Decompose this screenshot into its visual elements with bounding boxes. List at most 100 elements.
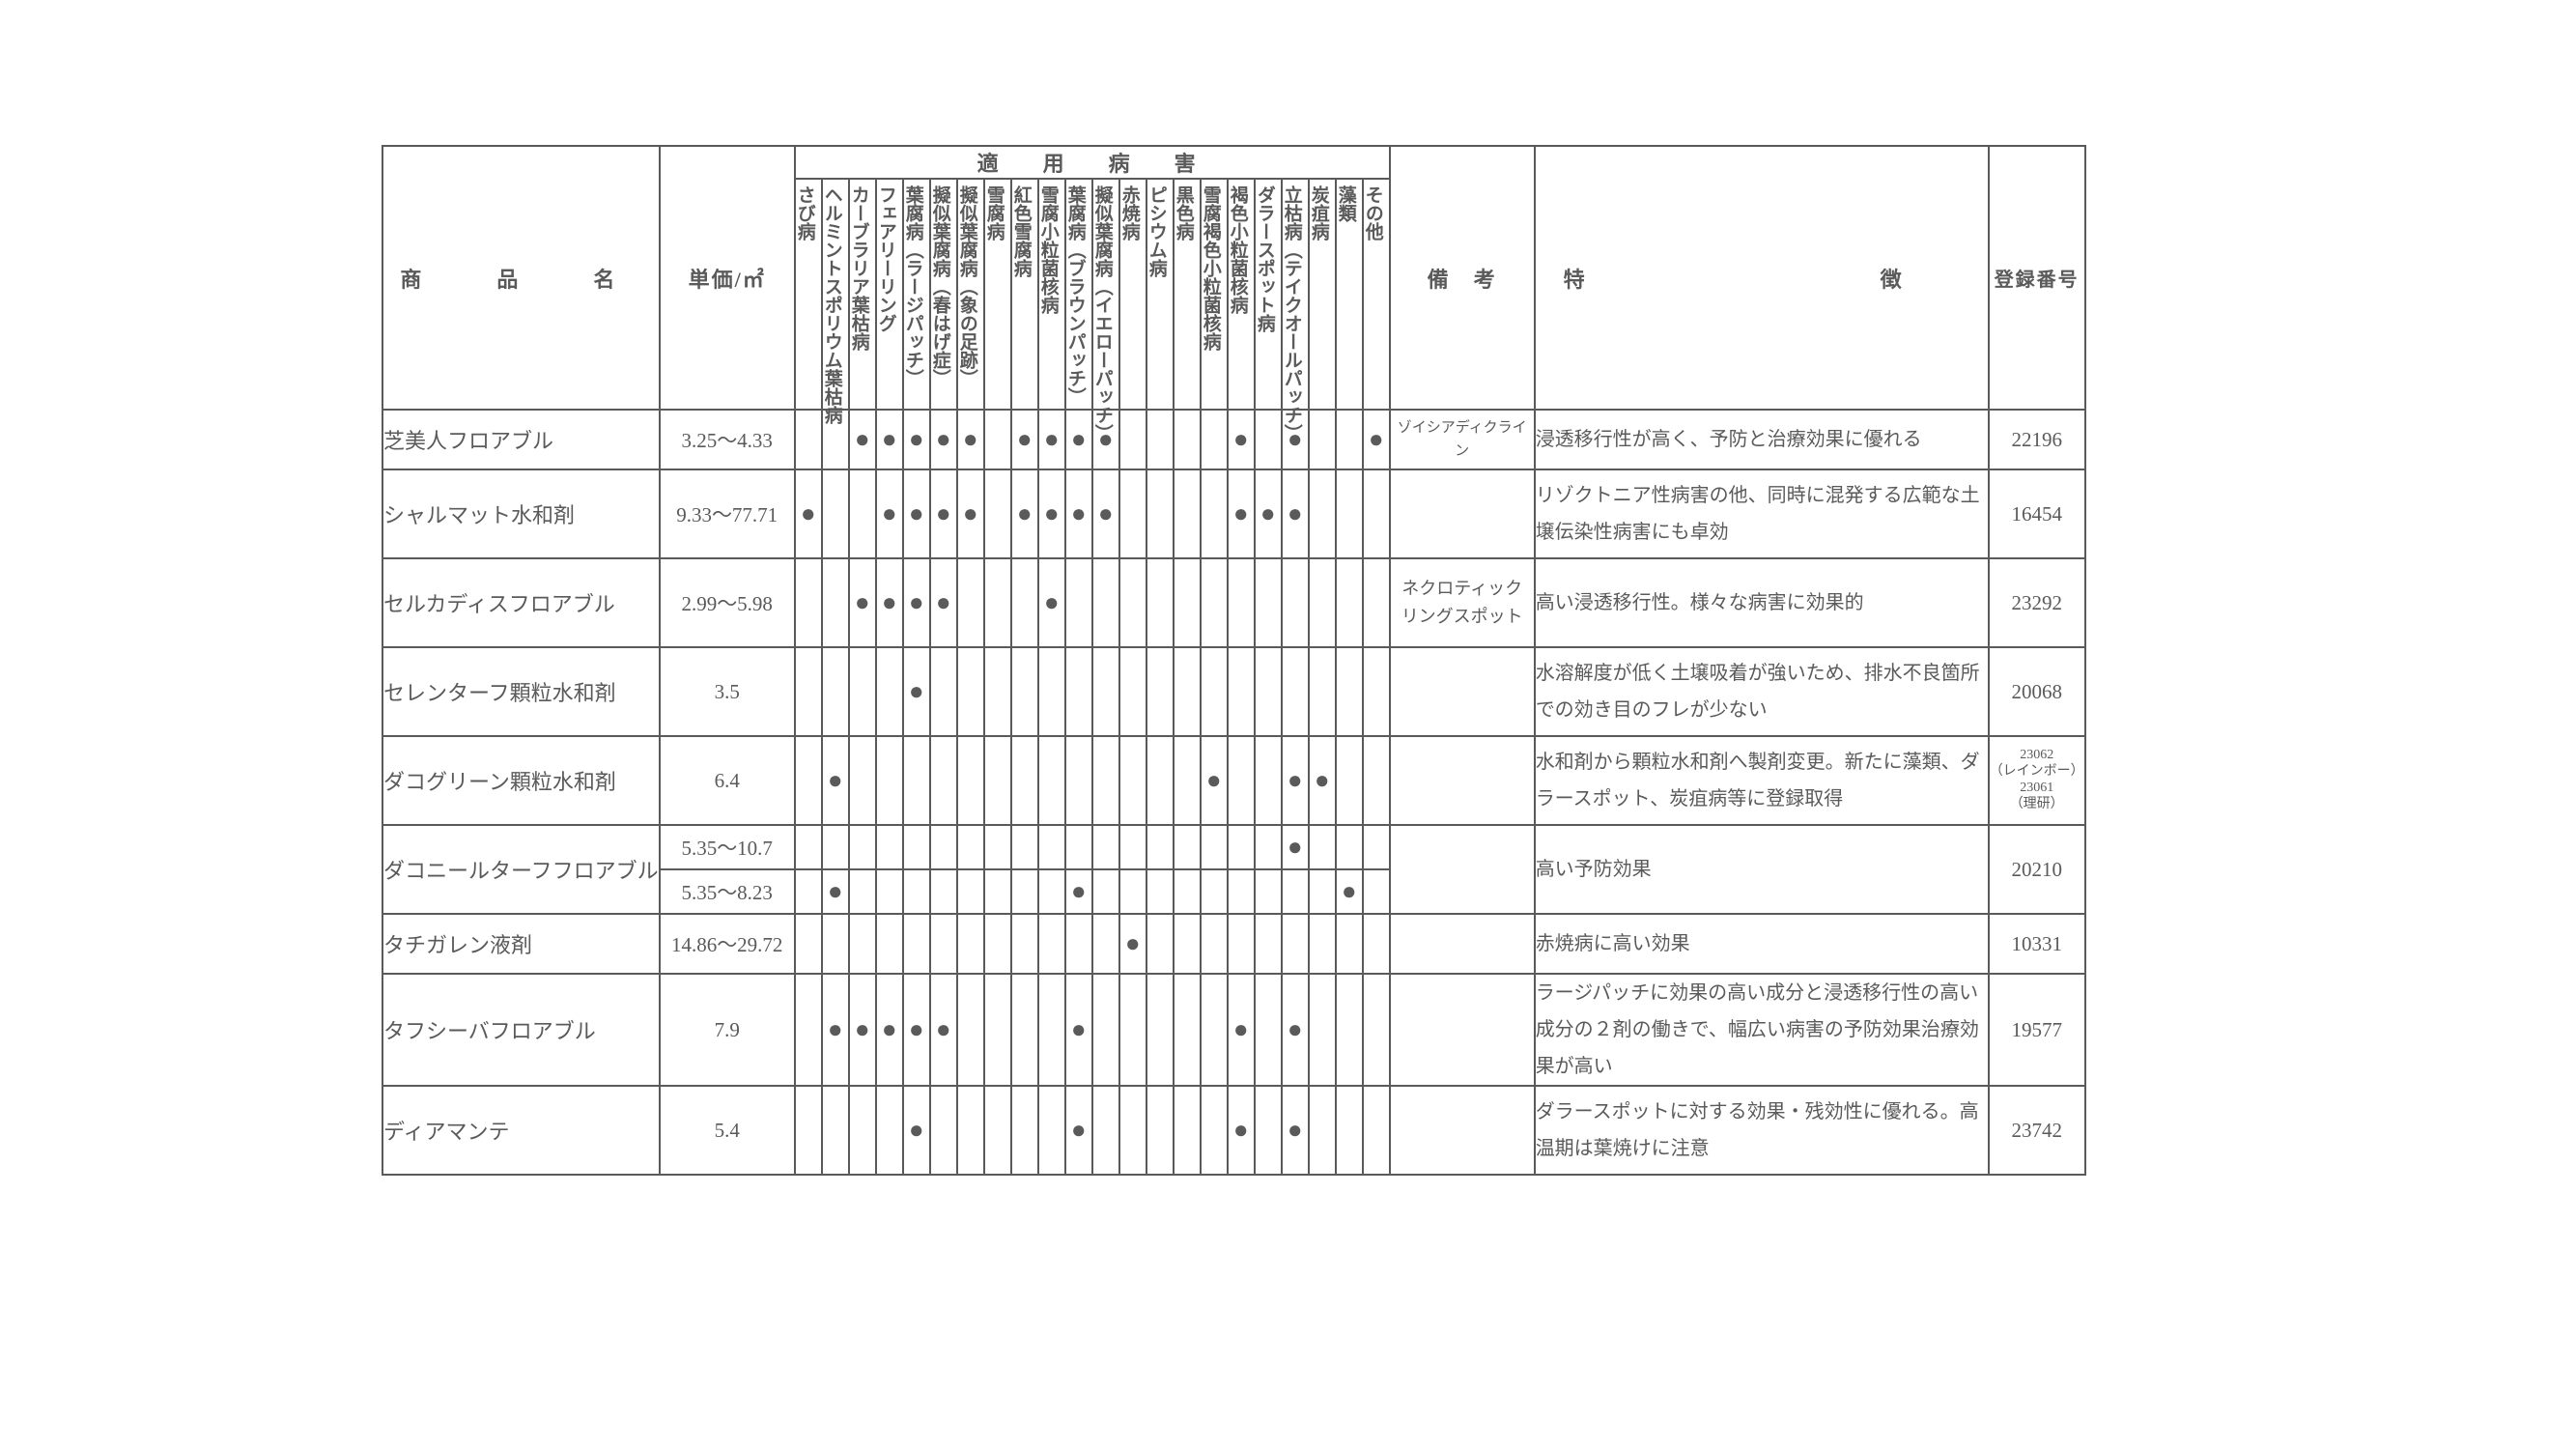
cell-dot: ● [1363,410,1390,469]
cell-dot [1309,1086,1336,1175]
cell-dot [849,825,876,869]
cell-dot [1363,869,1390,914]
cell-dot [1363,825,1390,869]
cell-feat: リゾクトニア性病害の他、同時に混発する広範な土壌伝染性病害にも卓効 [1535,469,1989,558]
cell-note: ネクロティックリングスポット [1390,558,1535,647]
cell-dot [849,469,876,558]
cell-dot: ● [849,410,876,469]
disease-col-7: 雪腐病 [984,179,1011,410]
cell-dot [1309,558,1336,647]
cell-dot: ● [903,469,930,558]
cell-reg: 22196 [1989,410,2085,469]
cell-dot [1255,647,1282,736]
cell-dot: ● [1228,469,1255,558]
cell-dot [1309,410,1336,469]
cell-dot [930,825,957,869]
cell-reg: 23742 [1989,1086,2085,1175]
disease-col-10: 葉腐病（ブラウンパッチ） [1065,179,1092,410]
cell-reg: 20210 [1989,825,2085,914]
cell-dot: ● [903,647,930,736]
cell-dot: ● [903,974,930,1086]
cell-dot [1336,825,1363,869]
cell-dot: ● [957,469,984,558]
cell-dot [876,914,903,974]
cell-dot: ● [1282,974,1309,1086]
cell-price: 5.4 [660,1086,795,1175]
cell-dot: ● [1011,469,1038,558]
cell-dot [1092,558,1119,647]
cell-dot [876,1086,903,1175]
cell-dot [1201,647,1228,736]
cell-dot [957,869,984,914]
cell-dot [903,736,930,825]
cell-note [1390,647,1535,736]
cell-dot [849,1086,876,1175]
cell-reg: 23062（レインボー）23061（理研） [1989,736,2085,825]
cell-dot: ● [1038,469,1065,558]
cell-dot [984,736,1011,825]
cell-dot [1336,736,1363,825]
cell-feat: 水溶解度が低く土壌吸着が強いため、排水不良箇所での効き目のフレが少ない [1535,647,1989,736]
cell-dot [1309,469,1336,558]
cell-dot [849,869,876,914]
cell-dot [1146,825,1174,869]
cell-dot [1255,1086,1282,1175]
cell-dot [876,869,903,914]
cell-dot [957,825,984,869]
cell-dot [1336,558,1363,647]
cell-name: セレンターフ顆粒水和剤 [382,647,660,736]
cell-dot [876,647,903,736]
cell-dot [1336,647,1363,736]
cell-dot [1038,869,1065,914]
cell-dot [1119,825,1146,869]
cell-dot: ● [1119,914,1146,974]
cell-dot [1011,558,1038,647]
cell-dot [1146,974,1174,1086]
cell-dot: ● [1092,469,1119,558]
disease-col-3: フェアリーリング [876,179,903,410]
cell-dot [903,914,930,974]
cell-dot [1038,647,1065,736]
cell-dot: ● [822,974,849,1086]
cell-dot: ● [1065,1086,1092,1175]
cell-name: タチガレン液剤 [382,914,660,974]
cell-dot [1174,736,1201,825]
cell-dot [957,1086,984,1175]
cell-dot [795,914,822,974]
cell-dot: ● [876,410,903,469]
cell-dot [930,1086,957,1175]
cell-dot [1309,914,1336,974]
cell-dot: ● [930,974,957,1086]
cell-dot [1119,647,1146,736]
cell-dot [1255,914,1282,974]
cell-dot [822,1086,849,1175]
cell-reg: 20068 [1989,647,2085,736]
cell-note [1390,1086,1535,1175]
cell-feat: ダラースポットに対する効果・残効性に優れる。高温期は葉焼けに注意 [1535,1086,1989,1175]
cell-note [1390,974,1535,1086]
disease-col-21: その他 [1363,179,1390,410]
cell-dot: ● [1228,1086,1255,1175]
cell-note [1390,469,1535,558]
cell-dot [1092,736,1119,825]
cell-dot [930,914,957,974]
cell-dot [1282,869,1309,914]
cell-dot [1146,869,1174,914]
table-row: ダコグリーン顆粒水和剤6.4●●●●水和剤から顆粒水和剤へ製剤変更。新たに藻類、… [382,736,2085,825]
cell-dot [1038,825,1065,869]
cell-dot [1146,914,1174,974]
cell-name: ダコグリーン顆粒水和剤 [382,736,660,825]
cell-dot: ● [876,974,903,1086]
cell-dot [822,558,849,647]
cell-feat: 浸透移行性が高く、予防と治療効果に優れる [1535,410,1989,469]
cell-dot [1174,869,1201,914]
disease-col-1: ヘルミントスポリウム葉枯病 [822,179,849,410]
cell-dot [984,825,1011,869]
cell-dot [795,736,822,825]
cell-dot [984,558,1011,647]
cell-dot [795,825,822,869]
cell-dot [1146,647,1174,736]
cell-dot [1119,469,1146,558]
cell-dot [1201,1086,1228,1175]
cell-dot: ● [1065,974,1092,1086]
